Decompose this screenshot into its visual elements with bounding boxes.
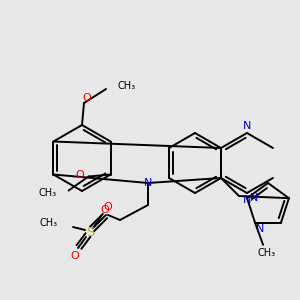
Text: S: S <box>86 226 94 238</box>
Text: N: N <box>144 178 152 188</box>
Text: N: N <box>250 193 258 203</box>
Text: CH₃: CH₃ <box>257 248 275 258</box>
Text: CH₃: CH₃ <box>40 218 58 228</box>
Text: CH₃: CH₃ <box>38 188 57 199</box>
Text: N: N <box>243 195 251 205</box>
Text: O: O <box>103 202 112 212</box>
Text: O: O <box>70 251 80 261</box>
Text: N: N <box>243 121 251 131</box>
Text: N: N <box>256 224 264 234</box>
Text: O: O <box>76 170 85 181</box>
Text: O: O <box>82 93 91 103</box>
Text: O: O <box>100 205 109 215</box>
Text: CH₃: CH₃ <box>118 81 136 91</box>
